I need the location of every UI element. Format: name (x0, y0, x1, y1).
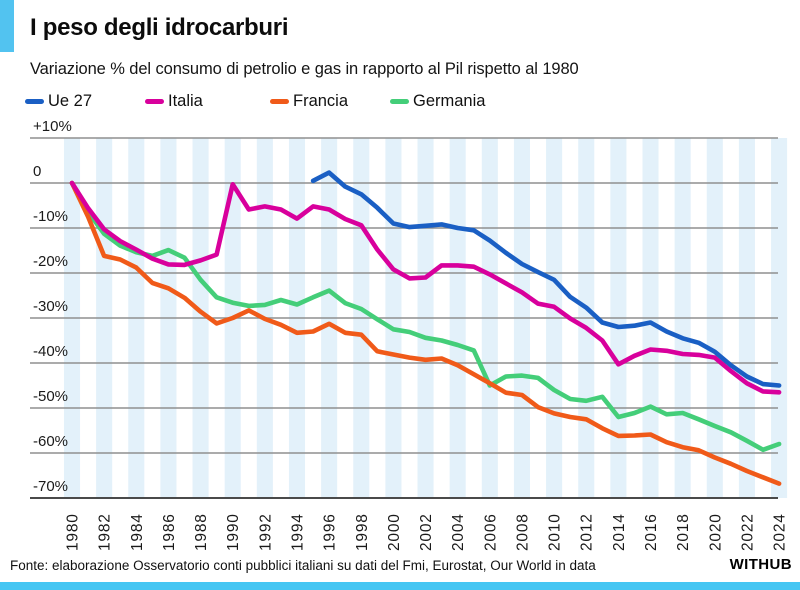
x-axis-labels: 1980 1982 1984 1986 1988 1990 1992 1994 1996 1998… (65, 513, 789, 551)
y-tick-label: 0 (33, 163, 41, 180)
x-tick-label: 1986 (161, 513, 178, 551)
y-tick-label: -50% (33, 388, 68, 405)
legend-swatch-icon (270, 98, 289, 104)
source-note: Fonte: elaborazione Osservatorio conti p… (10, 558, 596, 573)
series-line-ue-27 (310, 170, 782, 388)
legend-item-germania: Germania (390, 90, 485, 112)
legend-swatch-icon (390, 98, 409, 104)
bottom-bar (0, 582, 800, 590)
legend-item-italia: Italia (145, 90, 203, 112)
series-line-italia (69, 180, 782, 395)
y-tick-label: -40% (33, 343, 68, 360)
x-tick-label: 1980 (65, 513, 82, 551)
x-tick-label: 2000 (386, 513, 403, 551)
x-tick-label: 1998 (354, 513, 371, 551)
legend-item-francia: Francia (270, 90, 348, 112)
accent-bar (0, 0, 14, 52)
x-tick-label: 2022 (739, 513, 756, 551)
x-tick-label: 2018 (675, 513, 692, 551)
x-tick-label: 2006 (482, 513, 499, 551)
x-tick-label: 2016 (643, 513, 660, 551)
line-chart: 1980 1982 1984 1986 1988 1990 1992 1994 1996 1998… (30, 118, 789, 551)
series-line-francia (69, 180, 782, 486)
x-tick-label: 2014 (611, 513, 628, 551)
series-lines (69, 170, 782, 486)
legend-label: Italia (168, 91, 203, 110)
x-tick-label: 2010 (547, 513, 564, 551)
legend-label: Ue 27 (48, 91, 93, 110)
chart-legend: Ue 27 Italia Francia Germania (0, 90, 800, 112)
x-tick-label: 1996 (322, 513, 339, 551)
legend-swatch-icon (25, 98, 44, 104)
x-tick-label: 2020 (707, 513, 724, 551)
legend-swatch-icon (145, 98, 164, 104)
y-axis-labels: +10% 0 -10% -20% -30% -40% -50% -60% -70% (33, 118, 72, 495)
y-tick-label: -70% (33, 478, 68, 495)
x-tick-label: 1992 (257, 513, 274, 551)
x-tick-label: 2002 (418, 513, 435, 551)
withub-logo: WITHUB (729, 556, 792, 573)
x-tick-label: 2004 (450, 513, 467, 551)
x-tick-label: 2024 (772, 513, 789, 551)
y-tick-label: -20% (33, 253, 68, 270)
y-tick-label: -10% (33, 208, 68, 225)
legend-item-ue-27: Ue 27 (25, 90, 92, 112)
chart-subtitle: Variazione % del consumo di petrolio e g… (30, 60, 579, 78)
x-tick-label: 2012 (579, 513, 596, 551)
y-tick-label: +10% (33, 118, 72, 135)
x-tick-label: 1984 (129, 513, 146, 551)
x-tick-label: 2008 (514, 513, 531, 551)
page-title: I peso degli idrocarburi (30, 14, 289, 41)
x-tick-label: 1988 (193, 513, 210, 551)
y-tick-label: -30% (33, 298, 68, 315)
y-tick-label: -60% (33, 433, 68, 450)
x-tick-label: 1994 (289, 513, 306, 551)
x-tick-label: 1990 (225, 513, 242, 551)
x-tick-label: 1982 (97, 513, 114, 551)
legend-label: Germania (413, 91, 486, 110)
legend-label: Francia (293, 91, 349, 110)
